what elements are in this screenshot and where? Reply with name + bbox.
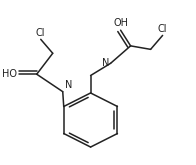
Text: HO: HO xyxy=(2,69,17,79)
Text: OH: OH xyxy=(113,18,128,28)
Text: N: N xyxy=(65,80,72,90)
Text: N: N xyxy=(102,58,110,68)
Text: Cl: Cl xyxy=(158,24,167,34)
Text: Cl: Cl xyxy=(36,28,45,38)
